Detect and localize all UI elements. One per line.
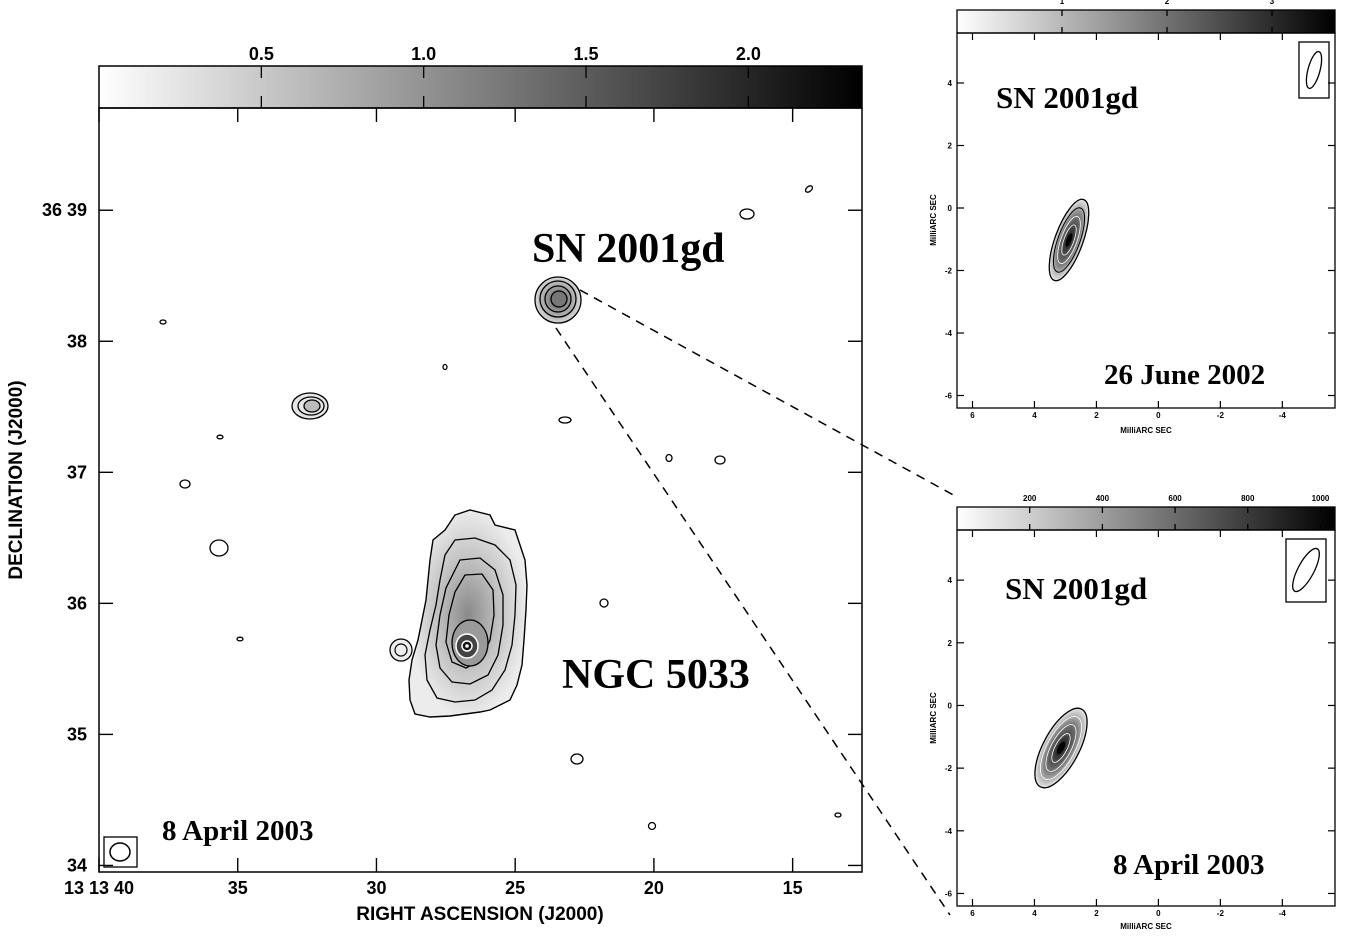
x-tick-label: 0: [1156, 909, 1161, 918]
main-x-axis-label: RIGHT ASCENSION (J2000): [356, 904, 603, 925]
inset-top-source: [1048, 198, 1090, 282]
x-tick-label: -2: [1217, 411, 1225, 420]
galaxy-nucleus-dot: [465, 644, 469, 648]
inset-top-sn-label: SN 2001gd: [996, 80, 1138, 115]
main-colorbar-ticks: 0.5 1.0 1.5 2.0: [249, 44, 761, 108]
zoom-connectors: [555, 289, 958, 916]
x-tick-label: 4: [1032, 909, 1037, 918]
x-tick-label: -4: [1279, 909, 1287, 918]
inset-top-x-axis-label: MilliARC SEC: [1120, 426, 1172, 435]
inset-bottom-panel: 200 400 600 800 1000 6 4 2 0 -2 -4 4 2 0 -2 -4 -6 SN 20…: [929, 494, 1336, 931]
y-tick-label: 34: [67, 855, 87, 875]
colorbar-tick-label: 1.0: [411, 44, 436, 64]
sn2001gd-label: SN 2001gd: [532, 226, 725, 272]
x-tick-label: 25: [505, 878, 525, 898]
galaxy-contour-3: [435, 557, 504, 685]
y-tick-label: -6: [945, 392, 953, 401]
main-y-axis-label: DECLINATION (J2000): [6, 380, 27, 579]
colorbar-tick-label: 2: [1165, 0, 1170, 6]
main-beam: [103, 836, 138, 868]
x-tick-label: 6: [970, 909, 975, 918]
ngc5033-label: NGC 5033: [562, 652, 750, 698]
y-tick-label: 36 39: [42, 200, 87, 220]
inset-bottom-sn-label: SN 2001gd: [1005, 571, 1147, 606]
ngc5033-galaxy: [389, 509, 528, 718]
y-tick-label: 38: [67, 331, 87, 351]
inset-bottom-colorbar: [956, 506, 1336, 531]
main-date-label: 8 April 2003: [162, 815, 313, 847]
x-tick-label: 30: [366, 878, 386, 898]
galaxy-contour-2: [424, 537, 517, 703]
inset-bottom-source: [1034, 707, 1088, 789]
galaxy-companion-blob: [389, 638, 413, 662]
y-tick-label: -4: [945, 329, 953, 338]
noise-contours: [159, 185, 842, 831]
colorbar-tick-label: 200: [1023, 494, 1037, 503]
y-tick-label: 0: [948, 701, 953, 710]
y-tick-label: 2: [948, 142, 953, 151]
y-tick-label: 2: [948, 639, 953, 648]
y-tick-label: -4: [945, 827, 953, 836]
y-tick-label: 37: [67, 462, 87, 482]
x-tick-label: -4: [1279, 411, 1287, 420]
colorbar-tick-label: 1: [1060, 0, 1065, 6]
colorbar-tick-label: 0.5: [249, 44, 274, 64]
main-panel: 0.5 1.0 1.5 2.0 13 13 40 35 30 25 20 15 36 39 38 37…: [6, 44, 863, 925]
inset-bottom-x-axis-label: MilliARC SEC: [1120, 922, 1172, 931]
x-tick-label: 15: [783, 878, 803, 898]
inset-top-y-axis-label: MilliARC SEC: [929, 194, 938, 246]
inset-top-date-label: 26 June 2002: [1104, 359, 1265, 391]
inset-top-beam: [1298, 41, 1330, 99]
inset-top-colorbar: [956, 9, 1336, 34]
x-tick-label: 6: [970, 411, 975, 420]
x-tick-label: 2: [1094, 909, 1099, 918]
y-tick-label: 36: [67, 593, 87, 613]
x-tick-label: 35: [228, 878, 248, 898]
y-tick-label: -2: [945, 764, 953, 773]
y-tick-label: -6: [945, 889, 953, 898]
x-tick-label: 20: [644, 878, 664, 898]
colorbar-tick-label: 3: [1270, 0, 1275, 6]
colorbar-tick-label: 400: [1096, 494, 1110, 503]
x-tick-label: 0: [1156, 411, 1161, 420]
inset-top-axis-ticks: 6 4 2 0 -2 -4 4 2 0 -2 -4 -6: [945, 33, 1335, 420]
inset-bottom-date-label: 8 April 2003: [1113, 849, 1264, 881]
colorbar-tick-label: 800: [1241, 494, 1255, 503]
y-tick-label: 4: [948, 79, 953, 88]
inset-top-plot-frame: [956, 32, 1336, 409]
x-tick-label: 4: [1032, 411, 1037, 420]
connector-upper: [579, 289, 958, 498]
y-tick-label: 4: [948, 576, 953, 585]
main-plot-frame: [98, 107, 863, 873]
inset-bottom-beam: [1285, 538, 1327, 603]
y-tick-label: 0: [948, 204, 953, 213]
inset-bottom-plot-frame: [956, 529, 1336, 907]
inset-top-panel: 1 2 3 6 4 2 0 -2 -4 4 2 0 -2 -4 -6 SN 2001gd 26 June …: [929, 0, 1336, 435]
x-tick-label: 2: [1094, 411, 1099, 420]
compact-source: [291, 392, 329, 420]
y-tick-label: -2: [945, 267, 953, 276]
inset-top-colorbar-ticks: 1 2 3: [1060, 0, 1275, 33]
y-tick-label: 35: [67, 724, 87, 744]
connector-lower: [555, 327, 951, 916]
colorbar-tick-label: 600: [1168, 494, 1182, 503]
main-colorbar: [98, 65, 863, 109]
colorbar-tick-label: 1000: [1312, 494, 1330, 503]
inset-bottom-colorbar-ticks: 200 400 600 800 1000: [1023, 494, 1330, 530]
sn2001gd-source: [534, 276, 582, 324]
inset-bottom-axis-ticks: 6 4 2 0 -2 -4 4 2 0 -2 -4 -6: [945, 530, 1335, 918]
galaxy-outer-contour: [408, 509, 528, 718]
colorbar-tick-label: 2.0: [736, 44, 761, 64]
main-axis-ticks: 13 13 40 35 30 25 20 15 36 39 38 37 36 35 34: [42, 108, 862, 898]
colorbar-tick-label: 1.5: [574, 44, 599, 64]
x-tick-label: -2: [1217, 909, 1225, 918]
x-tick-label: 13 13 40: [64, 878, 134, 898]
galaxy-companion-blob-inner: [394, 643, 408, 657]
inset-bottom-y-axis-label: MilliARC SEC: [929, 692, 938, 744]
